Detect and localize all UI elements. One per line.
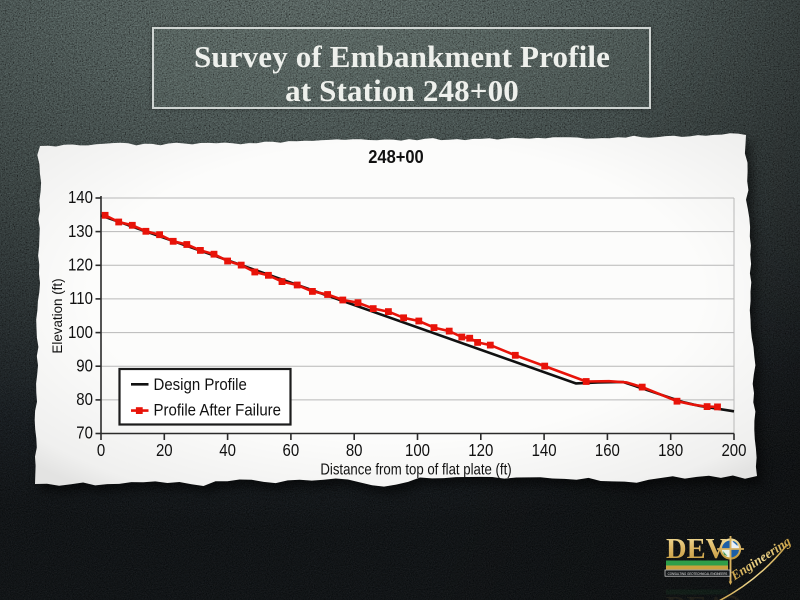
svg-text:110: 110 bbox=[69, 289, 93, 308]
svg-text:120: 120 bbox=[468, 441, 493, 460]
svg-text:80: 80 bbox=[346, 441, 363, 460]
svg-text:90: 90 bbox=[76, 356, 93, 375]
svg-text:Profile After Failure: Profile After Failure bbox=[154, 402, 282, 420]
svg-text:248+00: 248+00 bbox=[368, 146, 423, 167]
svg-text:20: 20 bbox=[156, 441, 173, 460]
svg-text:100: 100 bbox=[405, 441, 430, 460]
svg-text:70: 70 bbox=[76, 424, 93, 443]
svg-text:Distance from top of flat plat: Distance from top of flat plate (ft) bbox=[320, 461, 511, 478]
svg-text:200: 200 bbox=[721, 441, 746, 460]
svg-text:180: 180 bbox=[658, 441, 683, 460]
svg-text:140: 140 bbox=[532, 441, 557, 460]
svg-text:120: 120 bbox=[68, 256, 93, 275]
svg-text:140: 140 bbox=[68, 188, 93, 207]
svg-text:60: 60 bbox=[283, 441, 300, 460]
svg-text:0: 0 bbox=[97, 441, 105, 460]
svg-text:80: 80 bbox=[76, 390, 93, 409]
svg-text:40: 40 bbox=[219, 441, 236, 460]
svg-text:160: 160 bbox=[595, 441, 620, 460]
svg-text:130: 130 bbox=[68, 222, 93, 241]
svg-text:CONSULTING GEOTECHNICAL ENGINE: CONSULTING GEOTECHNICAL ENGINEERS bbox=[668, 572, 728, 576]
svg-text:DEV: DEV bbox=[666, 534, 727, 565]
svg-text:Elevation (ft): Elevation (ft) bbox=[50, 278, 65, 353]
svg-text:Design Profile: Design Profile bbox=[154, 376, 247, 394]
svg-text:100: 100 bbox=[68, 323, 93, 342]
svg-text:DEV: DEV bbox=[666, 590, 727, 600]
